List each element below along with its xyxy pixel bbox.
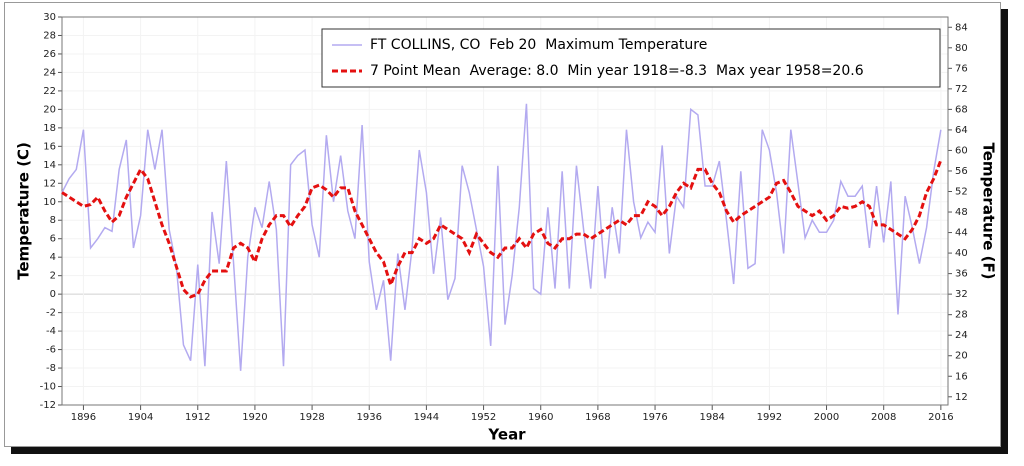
y2-tick-label: 12 — [955, 392, 968, 403]
y-tick-label: 22 — [43, 86, 56, 97]
x-tick-label: 1920 — [242, 412, 267, 423]
y-tick-label: 0 — [50, 289, 56, 300]
legend-box — [321, 28, 941, 88]
y2-tick-label: 32 — [955, 289, 968, 300]
y-tick-label: 30 — [43, 12, 56, 23]
x-tick-label: 1904 — [128, 412, 153, 423]
y2-tick-label: 56 — [955, 166, 968, 177]
x-tick-label: 2008 — [871, 412, 896, 423]
y-tick-label: -4 — [46, 326, 56, 337]
x-tick-label: 1952 — [471, 412, 496, 423]
x-tick-label: 1960 — [528, 412, 553, 423]
y2-tick-label: 36 — [955, 269, 968, 280]
series-line — [61, 159, 943, 299]
y2-tick-label: 64 — [955, 125, 968, 136]
y-tick-label: 4 — [50, 252, 56, 263]
x-tick-label: 1992 — [757, 412, 782, 423]
y-tick-label: -8 — [46, 363, 56, 374]
y-tick-label: 14 — [43, 160, 56, 171]
x-tick-label: 1976 — [642, 412, 667, 423]
y-tick-label: 20 — [43, 104, 56, 115]
x-tick-label: 1984 — [699, 412, 724, 423]
y2-tick-label: 68 — [955, 104, 968, 115]
y-axis-title: Temperature (C) — [15, 142, 33, 280]
y2-tick-label: 60 — [955, 145, 968, 156]
y-tick-label: -6 — [46, 345, 56, 356]
y-tick-label: -12 — [40, 400, 56, 411]
y-tick-label: 6 — [50, 234, 56, 245]
x-tick-label: 1944 — [414, 412, 439, 423]
legend-label: FT COLLINS, CO Feb 20 Maximum Temperatur… — [370, 37, 707, 53]
y-tick-label: 24 — [43, 67, 56, 78]
y2-tick-label: 20 — [955, 351, 968, 362]
y2-tick-label: 76 — [955, 63, 968, 74]
y2-tick-label: 80 — [955, 43, 968, 54]
plot-border — [61, 16, 949, 406]
series-line — [61, 103, 942, 371]
y-tick-label: 12 — [43, 178, 56, 189]
x-tick-label: 1936 — [357, 412, 382, 423]
y2-tick-label: 52 — [955, 186, 968, 197]
y2-tick-label: 84 — [955, 22, 968, 33]
y-tick-label: 28 — [43, 30, 56, 41]
legend-label: 7 Point Mean Average: 8.0 Min year 1918=… — [370, 63, 864, 79]
y-tick-label: -2 — [46, 308, 56, 319]
y-tick-label: 16 — [43, 141, 56, 152]
y2-tick-label: 24 — [955, 330, 968, 341]
y-tick-label: -10 — [40, 382, 56, 393]
x-axis-title: Year — [487, 426, 526, 444]
y-tick-label: 26 — [43, 49, 56, 60]
x-tick-label: 2016 — [928, 412, 953, 423]
y2-tick-label: 48 — [955, 207, 968, 218]
y2-axis-title: Temperature (F) — [980, 142, 998, 279]
y-tick-label: 8 — [50, 215, 56, 226]
y2-tick-label: 16 — [955, 371, 968, 382]
y-tick-label: 2 — [50, 271, 56, 282]
x-tick-label: 1896 — [71, 412, 96, 423]
x-tick-label: 1912 — [185, 412, 210, 423]
y-tick-label: 18 — [43, 123, 56, 134]
x-tick-label: 1968 — [585, 412, 610, 423]
x-tick-label: 1928 — [299, 412, 324, 423]
y-tick-label: 10 — [43, 197, 56, 208]
y2-tick-label: 40 — [955, 248, 968, 259]
legend: FT COLLINS, CO Feb 20 Maximum Temperatur… — [321, 28, 941, 88]
y2-tick-label: 44 — [955, 228, 968, 239]
y2-tick-label: 28 — [955, 310, 968, 321]
x-tick-label: 2000 — [814, 412, 839, 423]
y2-tick-label: 72 — [955, 84, 968, 95]
